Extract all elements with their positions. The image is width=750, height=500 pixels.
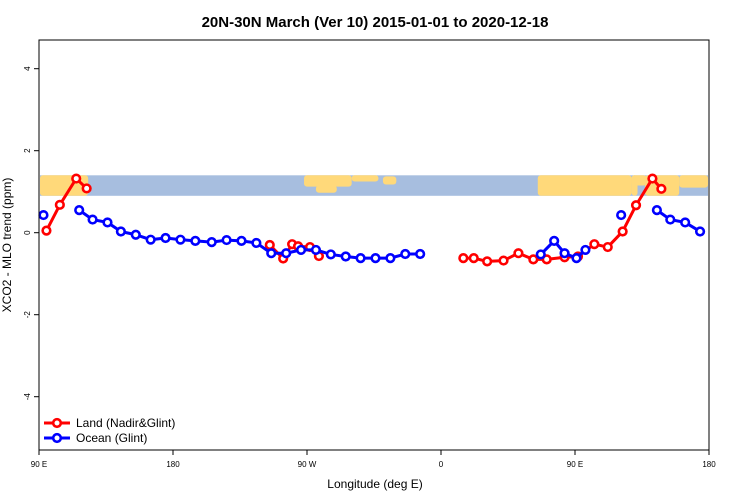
data-point-land-nadir-glint [81, 183, 92, 194]
data-point-ocean-glint [221, 234, 232, 246]
data-point-land-nadir-glint [458, 253, 469, 264]
series-layer [38, 173, 706, 267]
y-axis: -4 -2 0 2 4 [23, 66, 39, 400]
data-point-ocean-glint [295, 244, 307, 256]
map-land [315, 185, 337, 193]
data-point-land-nadir-glint [264, 239, 275, 251]
data-point-ocean-glint [651, 205, 662, 216]
data-point-ocean-glint [102, 217, 113, 228]
data-point-ocean-glint [160, 232, 171, 244]
data-point-ocean-glint [145, 234, 156, 245]
data-point-land-nadir-glint [513, 248, 524, 259]
y-tick-label: 0 [23, 230, 32, 235]
data-point-land-nadir-glint [647, 173, 658, 184]
data-point-land-nadir-glint [528, 254, 539, 265]
x-tick-label: 180 [166, 460, 180, 469]
data-point-ocean-glint [571, 253, 582, 264]
data-point-ocean-glint [616, 209, 627, 221]
x-axis-label: Longitude (deg E) [327, 477, 422, 491]
data-point-ocean-glint [130, 229, 141, 240]
data-point-land-nadir-glint [656, 183, 667, 194]
legend-marker [51, 432, 63, 444]
y-tick-label: -2 [23, 311, 32, 319]
data-point-land-nadir-glint [54, 199, 65, 210]
x-tick-label: 180 [702, 460, 716, 469]
data-point-ocean-glint [310, 244, 322, 256]
data-point-ocean-glint [535, 249, 546, 260]
series-line-ocean-glint [656, 208, 701, 233]
data-point-ocean-glint [87, 214, 98, 225]
data-point-ocean-glint [415, 248, 426, 260]
data-point-land-nadir-glint [71, 173, 82, 184]
x-axis: 90 E 180 90 W 0 90 E 180 [31, 450, 716, 469]
data-point-land-nadir-glint [468, 253, 479, 264]
data-point-ocean-glint [559, 248, 570, 259]
data-point-ocean-glint [355, 253, 366, 264]
data-point-ocean-glint [38, 209, 49, 221]
x-tick-label: 90 W [298, 460, 317, 469]
legend-label: Ocean (Glint) [76, 431, 147, 445]
map-land [679, 175, 708, 188]
plot-frame [38, 39, 710, 451]
map-land [631, 175, 638, 196]
data-point-ocean-glint [665, 214, 676, 225]
data-point-ocean-glint [236, 235, 247, 246]
x-tick-label: 90 E [567, 460, 583, 469]
map-land [304, 175, 352, 187]
data-point-land-nadir-glint [498, 255, 509, 266]
data-point-ocean-glint [266, 248, 277, 259]
legend-marker [51, 417, 63, 429]
map-land [537, 175, 632, 196]
map-land [351, 175, 379, 182]
world-map-band [40, 175, 708, 196]
y-axis-label: XCO2 - MLO trend (ppm) [0, 178, 14, 313]
y-tick-label: -4 [23, 393, 32, 401]
y-tick-label: 4 [23, 66, 32, 71]
data-point-land-nadir-glint [602, 241, 613, 253]
data-point-ocean-glint [251, 237, 262, 249]
data-point-ocean-glint [206, 237, 217, 248]
legend-label: Land (Nadir&Glint) [76, 416, 175, 430]
x-tick-label: 0 [439, 460, 444, 469]
data-point-land-nadir-glint [41, 225, 52, 236]
series-line-ocean-glint [78, 208, 421, 260]
data-point-ocean-glint [385, 253, 396, 264]
data-point-ocean-glint [74, 205, 85, 216]
y-tick-label: 2 [23, 148, 32, 153]
x-tick-label: 90 E [31, 460, 47, 469]
data-point-land-nadir-glint [482, 256, 493, 267]
data-point-land-nadir-glint [589, 239, 600, 250]
map-land [382, 176, 397, 185]
data-point-land-nadir-glint [617, 226, 628, 237]
data-point-ocean-glint [190, 235, 201, 246]
data-point-ocean-glint [115, 226, 126, 237]
data-point-ocean-glint [400, 248, 411, 260]
data-point-ocean-glint [694, 226, 706, 237]
data-point-ocean-glint [549, 235, 560, 246]
data-point-ocean-glint [325, 249, 336, 260]
data-point-ocean-glint [580, 244, 591, 256]
data-point-ocean-glint [175, 234, 186, 245]
data-point-ocean-glint [281, 248, 292, 259]
data-point-land-nadir-glint [630, 200, 642, 211]
data-point-ocean-glint [340, 251, 351, 262]
legend: Land (Nadir&Glint)Ocean (Glint) [44, 416, 175, 445]
data-point-ocean-glint [370, 253, 381, 264]
chart-title: 20N-30N March (Ver 10) 2015-01-01 to 202… [202, 14, 549, 31]
series-line-land-nadir-glint [45, 176, 88, 232]
data-point-ocean-glint [680, 217, 691, 228]
